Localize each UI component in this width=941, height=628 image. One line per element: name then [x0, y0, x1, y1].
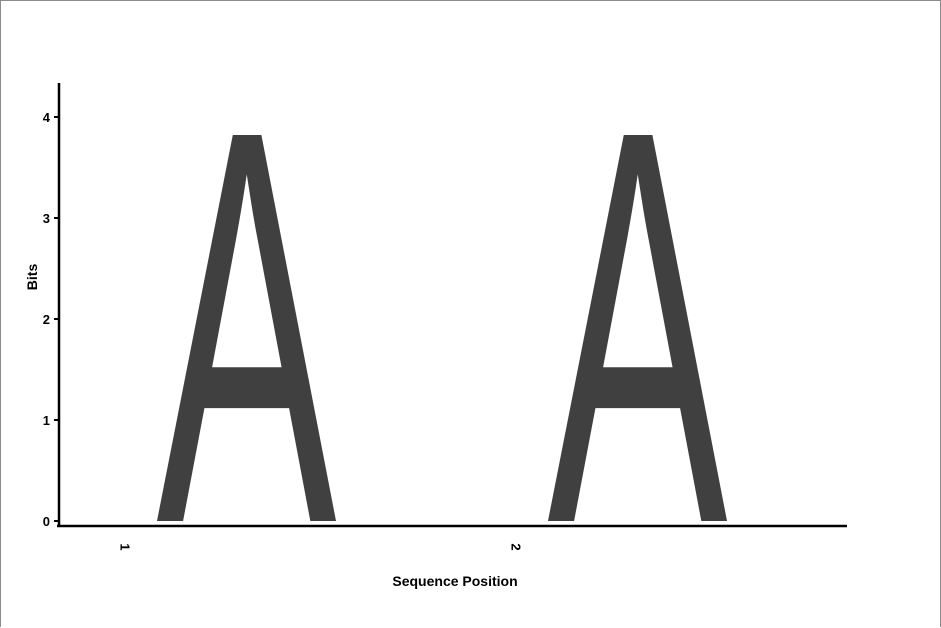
- y-tick-label: 2: [43, 312, 50, 327]
- y-tick-label: 0: [43, 514, 50, 529]
- logo-letter-a-pos-2: A: [547, 14, 728, 627]
- y-tick-label: 1: [43, 413, 50, 428]
- logo-letter-a-pos-1: A: [156, 14, 337, 627]
- y-tick-label: 4: [43, 110, 51, 125]
- y-tick-label: 3: [43, 211, 50, 226]
- y-axis-title: Bits: [24, 264, 40, 291]
- y-ticks: 0 1 2 3 4: [43, 110, 60, 529]
- axes: [57, 83, 847, 528]
- x-axis-title: Sequence Position: [392, 573, 517, 589]
- x-tick-label: 2: [509, 543, 524, 550]
- x-tick-label: 1: [118, 543, 133, 550]
